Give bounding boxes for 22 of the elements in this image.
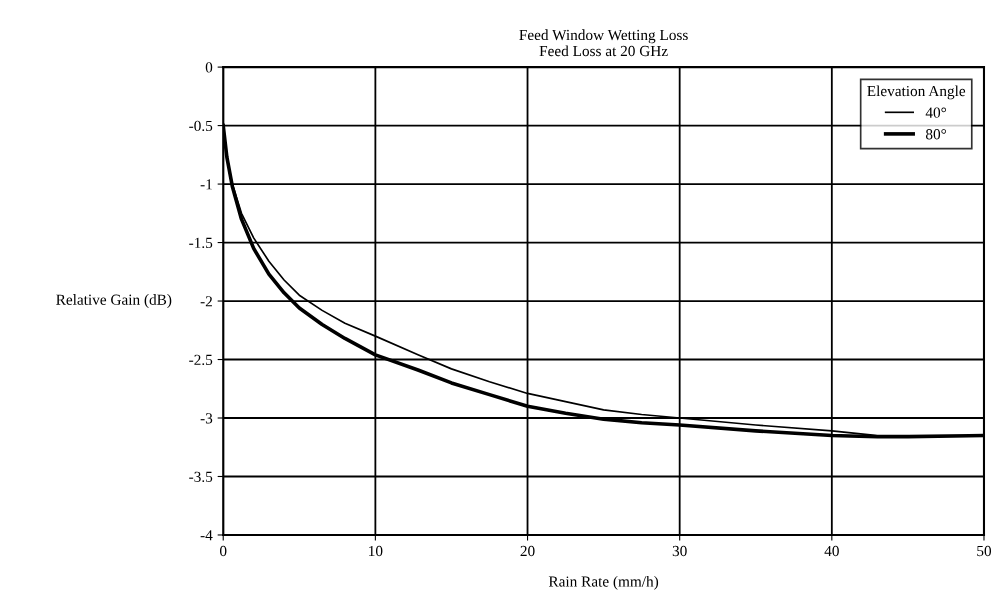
x-axis-title: Rain Rate (mm/h) <box>548 575 659 590</box>
x-tick-label: 40 <box>824 545 839 557</box>
y-tick-label: -0.5 <box>189 120 213 132</box>
x-tick-label: 20 <box>520 545 535 557</box>
y-axis-title: Relative Gain (dB) <box>56 294 172 308</box>
y-tick-label: -3 <box>200 413 213 424</box>
y-tick-label: -2 <box>200 296 212 307</box>
x-tick-label: 10 <box>369 545 383 557</box>
legend-title: Elevation Angle <box>867 85 966 100</box>
y-tick-label: -3.5 <box>189 471 213 482</box>
legend-label: 40° <box>925 107 947 118</box>
y-tick-label: -2.5 <box>189 354 213 366</box>
chart-title: Feed Window Wetting Loss <box>519 29 688 44</box>
y-tick-label: -4 <box>200 530 213 541</box>
y-tick-label: 0 <box>205 62 213 73</box>
x-tick-label: 50 <box>977 545 992 557</box>
x-tick-label: 30 <box>672 545 687 557</box>
chart-subtitle: Feed Loss at 20 GHz <box>539 45 668 57</box>
y-tick-label: -1 <box>200 179 212 190</box>
y-tick-label: -1.5 <box>189 237 213 249</box>
legend-label: 80° <box>925 129 947 140</box>
x-tick-label: 0 <box>219 545 227 557</box>
